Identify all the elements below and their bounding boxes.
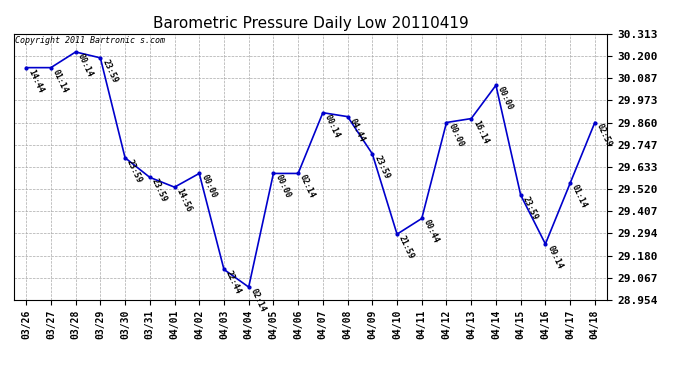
Text: 02:14: 02:14	[248, 287, 268, 314]
Text: 02:59: 02:59	[595, 123, 613, 149]
Text: 21:59: 21:59	[397, 234, 416, 261]
Text: 00:00: 00:00	[273, 174, 292, 200]
Text: 00:00: 00:00	[199, 174, 218, 200]
Text: 14:44: 14:44	[26, 68, 45, 94]
Text: 00:00: 00:00	[496, 85, 515, 112]
Text: 02:14: 02:14	[298, 174, 317, 200]
Text: 00:14: 00:14	[323, 113, 342, 139]
Text: 01:14: 01:14	[51, 68, 70, 94]
Text: 23:59: 23:59	[100, 58, 119, 84]
Text: 01:14: 01:14	[570, 183, 589, 210]
Text: 00:44: 00:44	[422, 219, 440, 245]
Text: 23:59: 23:59	[373, 154, 391, 180]
Text: 23:59: 23:59	[150, 177, 168, 204]
Text: 14:56: 14:56	[175, 187, 193, 214]
Title: Barometric Pressure Daily Low 20110419: Barometric Pressure Daily Low 20110419	[152, 16, 469, 31]
Text: 22:44: 22:44	[224, 269, 243, 296]
Text: 04:44: 04:44	[348, 117, 366, 143]
Text: 09:14: 09:14	[545, 244, 564, 270]
Text: 00:14: 00:14	[76, 52, 95, 78]
Text: Copyright 2011 Bartronic s.com: Copyright 2011 Bartronic s.com	[15, 36, 165, 45]
Text: 00:00: 00:00	[446, 123, 465, 149]
Text: 23:59: 23:59	[125, 158, 144, 184]
Text: 23:59: 23:59	[521, 195, 540, 222]
Text: 16:14: 16:14	[471, 118, 490, 145]
